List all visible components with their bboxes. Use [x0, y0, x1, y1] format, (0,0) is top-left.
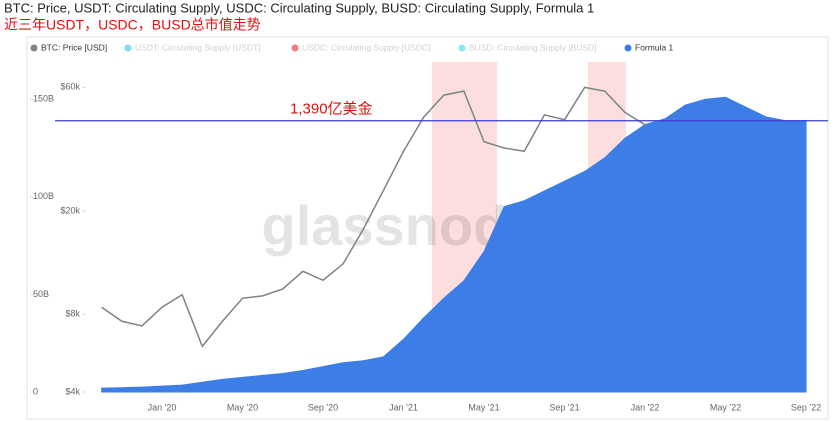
y-tick-label: 100B	[33, 191, 54, 201]
legend: BTC: Price [USD] USDT: Circulating Supply…	[30, 42, 674, 52]
legend-label: USDC: Circulating Supply [USDC]	[302, 42, 430, 52]
legend-marker	[124, 44, 132, 52]
y2-tick-label: $8k	[65, 308, 80, 318]
plot: 0 50B 100B 150B $4k $8k $20k $60k Jan '20 May '20…	[30, 82, 828, 412]
x-tick-label: May '21	[468, 402, 499, 412]
legend-marker	[458, 44, 466, 52]
y-tick-label: 0	[33, 386, 38, 396]
x-tick-label: Sep '21	[549, 402, 579, 412]
legend-marker	[291, 44, 299, 52]
y2-tick-label: $20k	[60, 205, 80, 215]
x-tick-label: Jan '20	[148, 402, 177, 412]
legend-label: Formula 1	[635, 42, 674, 52]
legend-marker	[624, 44, 632, 52]
x-tick-label: May '22	[710, 402, 741, 412]
y-tick-label: 150B	[33, 94, 54, 104]
y-tick-label: 50B	[33, 289, 49, 299]
legend-label: BTC: Price [USD]	[41, 42, 107, 52]
chart-subtitle: 近三年USDT，USDC，BUSD总市值走势	[4, 17, 261, 33]
chart-title: BTC: Price, USDT: Circulating Supply, US…	[4, 0, 594, 15]
legend-label: USDT: Circulating Supply [USDT]	[135, 42, 261, 52]
x-tick-label: Sep '20	[308, 402, 338, 412]
y2-tick-label: $4k	[65, 386, 80, 396]
x-tick-label: Jan '22	[631, 402, 660, 412]
reference-label: 1,390亿美金	[290, 101, 373, 118]
x-tick-label: May '20	[227, 402, 258, 412]
x-tick-label: Jan '21	[389, 402, 418, 412]
x-tick-label: Sep '22	[791, 402, 821, 412]
price-line	[101, 86, 646, 348]
area	[101, 96, 807, 393]
y2-tick-label: $60k	[60, 82, 80, 92]
legend-marker	[30, 44, 38, 52]
legend-label: BUSD: Circulating Supply [BUSD]	[469, 42, 597, 52]
